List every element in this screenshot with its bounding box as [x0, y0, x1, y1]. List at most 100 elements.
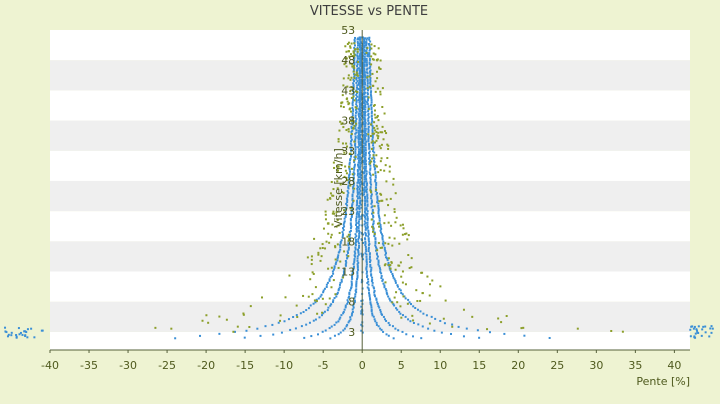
data-point — [368, 252, 371, 255]
data-point — [370, 121, 373, 124]
data-point — [355, 105, 358, 108]
data-point — [362, 159, 365, 162]
data-point — [366, 82, 369, 85]
data-point — [342, 228, 345, 231]
data-point — [352, 178, 355, 181]
data-point — [363, 223, 366, 226]
data-point — [362, 108, 365, 111]
data-point — [30, 327, 33, 330]
data-point — [373, 168, 376, 171]
data-point — [366, 95, 369, 98]
data-point — [364, 161, 367, 164]
data-point — [385, 289, 388, 292]
data-point — [367, 96, 370, 99]
data-point — [392, 177, 395, 180]
data-point — [357, 60, 360, 63]
data-point — [361, 194, 364, 197]
data-point — [421, 271, 424, 274]
data-point — [26, 336, 29, 339]
data-point — [710, 325, 713, 328]
data-point — [356, 67, 359, 70]
data-point — [322, 289, 325, 292]
data-point — [353, 61, 356, 64]
data-point — [410, 266, 413, 269]
data-point — [375, 252, 378, 255]
data-point — [306, 256, 309, 259]
data-point — [305, 309, 308, 312]
data-point — [367, 107, 370, 110]
data-point — [356, 42, 359, 45]
data-point — [433, 329, 436, 332]
data-point — [366, 215, 369, 218]
data-point — [368, 160, 371, 163]
data-point — [357, 135, 360, 138]
data-point — [353, 57, 356, 60]
data-point — [345, 57, 348, 60]
data-point — [15, 336, 18, 339]
data-point — [351, 193, 354, 196]
data-point — [343, 63, 346, 66]
data-point — [370, 141, 373, 144]
data-point — [368, 147, 371, 150]
data-point — [373, 291, 376, 294]
data-point — [339, 248, 342, 251]
data-point — [359, 36, 362, 39]
data-point — [359, 121, 362, 124]
data-point — [390, 270, 393, 273]
data-point — [354, 236, 357, 239]
data-point — [360, 67, 363, 70]
data-point — [357, 112, 360, 115]
data-point — [399, 224, 402, 227]
data-point — [366, 75, 369, 78]
data-point — [362, 233, 365, 236]
data-point — [359, 40, 362, 43]
data-point — [360, 70, 363, 73]
data-point — [394, 280, 397, 283]
data-point — [370, 212, 373, 215]
data-point — [426, 275, 429, 278]
data-point — [354, 152, 357, 155]
data-point — [346, 145, 349, 148]
data-point — [352, 189, 355, 192]
data-point — [373, 293, 376, 296]
data-point — [350, 314, 353, 317]
data-point — [363, 180, 366, 183]
data-point — [376, 201, 379, 204]
data-point — [380, 231, 383, 234]
data-point — [344, 304, 347, 307]
data-point — [368, 150, 371, 153]
data-point — [353, 99, 356, 102]
data-point — [360, 217, 363, 220]
data-point — [371, 72, 374, 75]
x-tick-label: -20 — [197, 359, 215, 372]
data-point — [358, 207, 361, 210]
data-point — [358, 124, 361, 127]
data-point — [388, 265, 391, 268]
data-point — [363, 97, 366, 100]
data-point — [401, 281, 404, 284]
data-point — [368, 67, 371, 70]
data-point — [358, 205, 361, 208]
data-point — [382, 282, 385, 285]
data-point — [338, 129, 341, 132]
data-point — [357, 131, 360, 134]
data-point — [360, 312, 363, 315]
data-point — [371, 281, 374, 284]
data-point — [362, 144, 365, 147]
data-point — [380, 227, 383, 230]
data-point — [324, 303, 327, 306]
data-point — [337, 165, 340, 168]
data-point — [365, 163, 368, 166]
data-point — [406, 238, 409, 241]
data-point — [352, 263, 355, 266]
data-point — [388, 236, 391, 239]
data-point — [381, 313, 384, 316]
data-point — [364, 106, 367, 109]
x-tick-label: 5 — [398, 359, 405, 372]
data-point — [340, 314, 343, 317]
data-point — [367, 136, 370, 139]
data-point — [368, 63, 371, 66]
data-point — [354, 155, 357, 158]
